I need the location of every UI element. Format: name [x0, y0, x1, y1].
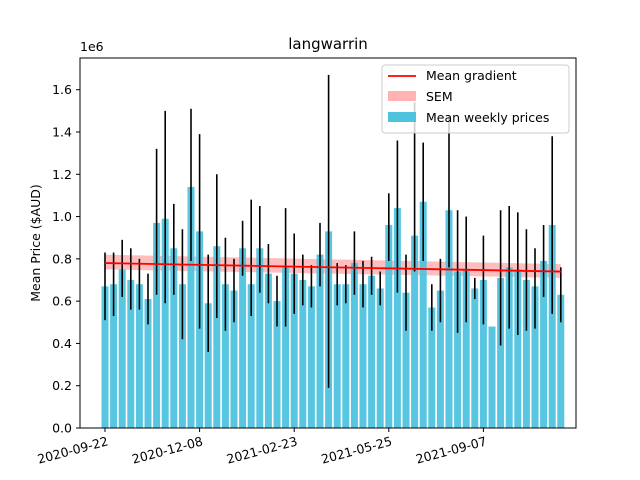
bar	[290, 273, 298, 428]
bar	[282, 267, 290, 428]
y-tick-label: 0.0	[52, 421, 72, 436]
bar	[514, 269, 522, 428]
bar	[557, 294, 565, 428]
bar	[170, 248, 178, 428]
bar	[101, 286, 109, 428]
bar	[548, 225, 556, 428]
y-tick-label: 0.2	[52, 378, 72, 393]
bar	[230, 290, 238, 428]
gradient-layer	[104, 262, 561, 273]
bar	[436, 290, 444, 428]
y-tick-label: 0.6	[52, 294, 72, 309]
bar	[497, 277, 505, 428]
bar	[342, 284, 350, 428]
bar	[445, 210, 453, 428]
bar	[419, 201, 427, 428]
bar	[127, 280, 135, 428]
bar	[187, 186, 195, 428]
bar	[488, 326, 496, 428]
y-tick-label: 1.6	[52, 82, 72, 97]
legend-label-bars: Mean weekly prices	[426, 110, 549, 125]
y-tick-label: 1.2	[52, 167, 72, 182]
bar	[393, 208, 401, 428]
y-axis-title: Mean Price ($AUD)	[28, 184, 43, 302]
bar	[144, 299, 152, 428]
bar	[264, 273, 272, 428]
bar	[204, 303, 212, 428]
legend-swatch-sem	[388, 91, 416, 101]
bar	[333, 284, 341, 428]
y-axis: 0.0 0.2 0.4 0.6 0.8 1.0 1.2 1.4 1.6	[52, 82, 80, 436]
bar	[359, 284, 367, 428]
bar	[178, 284, 186, 428]
bar	[316, 254, 324, 428]
y-offset-label: 1e6	[80, 39, 104, 54]
bar	[299, 280, 307, 428]
bar	[153, 222, 161, 428]
bar	[454, 271, 462, 428]
bar	[402, 292, 410, 428]
bar	[273, 301, 281, 428]
y-tick-label: 0.4	[52, 336, 72, 351]
y-tick-label: 1.4	[52, 125, 72, 140]
bar	[161, 218, 169, 428]
bar	[239, 248, 247, 428]
bar	[221, 284, 229, 428]
bar	[531, 286, 539, 428]
bar	[368, 275, 376, 428]
bars-layer	[101, 186, 565, 428]
legend: Mean gradient SEM Mean weekly prices	[381, 64, 570, 134]
bar	[307, 286, 315, 428]
bar	[522, 280, 530, 428]
bar	[376, 288, 384, 428]
legend-frame	[381, 64, 570, 134]
bar	[505, 267, 513, 428]
bar	[110, 284, 118, 428]
legend-label-gradient: Mean gradient	[426, 68, 517, 83]
legend-label-sem: SEM	[426, 89, 453, 104]
bar	[247, 284, 255, 428]
bar	[471, 288, 479, 428]
plot-area-frame	[79, 57, 577, 429]
bar	[135, 284, 143, 428]
bar	[213, 246, 221, 428]
bar	[540, 260, 548, 428]
bar	[118, 269, 126, 428]
bar	[256, 248, 264, 428]
y-tick-label: 0.8	[52, 251, 72, 266]
y-tick-label: 1.0	[52, 209, 72, 224]
bar	[350, 263, 358, 428]
bar	[462, 269, 470, 428]
chart-title: langwarrin	[288, 35, 368, 53]
legend-swatch-bars	[388, 112, 416, 122]
bar	[479, 280, 487, 428]
bar	[428, 307, 436, 428]
bar	[385, 225, 393, 428]
bar	[411, 235, 419, 428]
gradient-line	[104, 262, 561, 273]
bar	[196, 231, 204, 428]
